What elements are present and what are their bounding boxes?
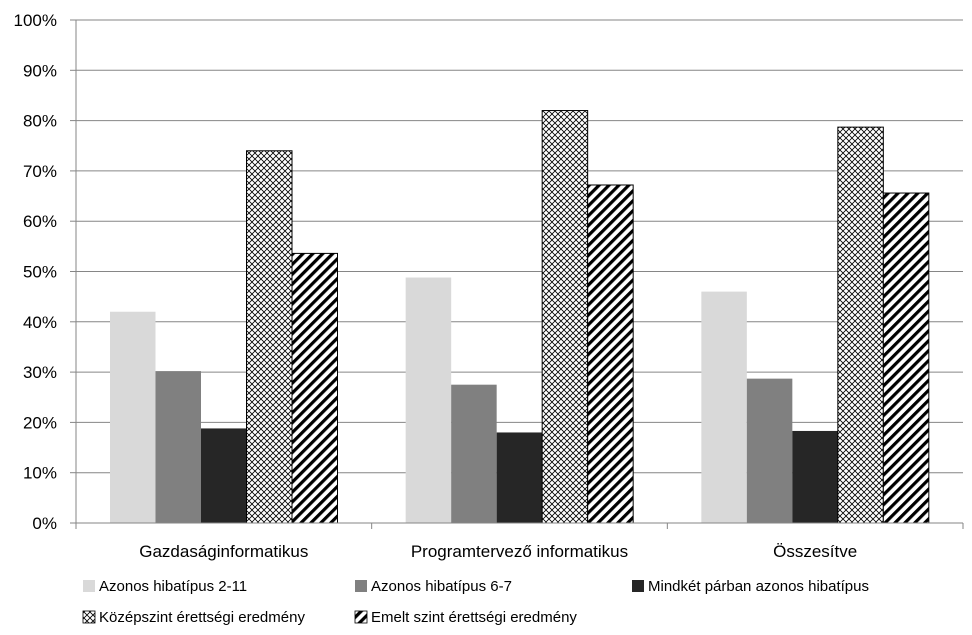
bar: [110, 311, 156, 523]
bar: [882, 192, 930, 524]
bar: [746, 378, 793, 523]
bar: [701, 291, 747, 523]
legend-swatch: [83, 580, 95, 592]
legend-label: Mindkét párban azonos hibatípus: [648, 578, 869, 595]
bar: [155, 371, 201, 523]
y-tick-label: 30%: [23, 363, 57, 382]
y-tick-label: 0%: [32, 514, 57, 533]
x-tick-label: Programtervező informatikus: [411, 542, 628, 561]
axes: [75, 20, 964, 529]
bar: [496, 432, 543, 523]
x-tick-label: Gazdaságinformatikus: [139, 542, 308, 561]
gridlines: [76, 19, 963, 474]
category-labels: Gazdaságinformatikus Programtervező infor…: [139, 542, 857, 561]
bar: [201, 428, 247, 523]
y-tick-label: 60%: [23, 212, 57, 231]
y-tick-label: 80%: [23, 112, 57, 131]
bar: [837, 126, 884, 524]
x-tick-label: Összesítve: [773, 542, 857, 561]
bar: [451, 384, 497, 523]
legend-label: Emelt szint érettségi eredmény: [371, 609, 577, 626]
y-tick-label: 40%: [23, 313, 57, 332]
y-tick-label: 70%: [23, 162, 57, 181]
bar: [405, 277, 452, 523]
legend-swatch: [82, 610, 96, 624]
legend-label: Azonos hibatípus 2-11: [99, 578, 247, 595]
legend-swatch: [632, 580, 644, 592]
y-tick-label: 10%: [23, 464, 57, 483]
y-tick-label: 20%: [23, 413, 57, 432]
legend-label: Középszint érettségi eredmény: [99, 609, 305, 626]
legend-swatch: [355, 580, 367, 592]
legend-swatch: [354, 610, 368, 624]
y-tick-label: 100%: [14, 11, 57, 30]
bar: [291, 252, 338, 524]
bar: [587, 184, 634, 524]
bars: [110, 110, 930, 524]
legend: Azonos hibatípus 2-11 Azonos hibatípus 6-…: [82, 578, 869, 626]
bar: [792, 430, 838, 523]
y-axis-ticks: 0% 10% 20% 30% 40% 50% 60% 70% 80% 90% 100%: [14, 11, 76, 533]
y-tick-label: 50%: [23, 263, 57, 282]
bar: [246, 150, 293, 524]
legend-label: Azonos hibatípus 6-7: [371, 578, 512, 595]
bar: [541, 110, 589, 524]
y-tick-label: 90%: [23, 61, 57, 80]
